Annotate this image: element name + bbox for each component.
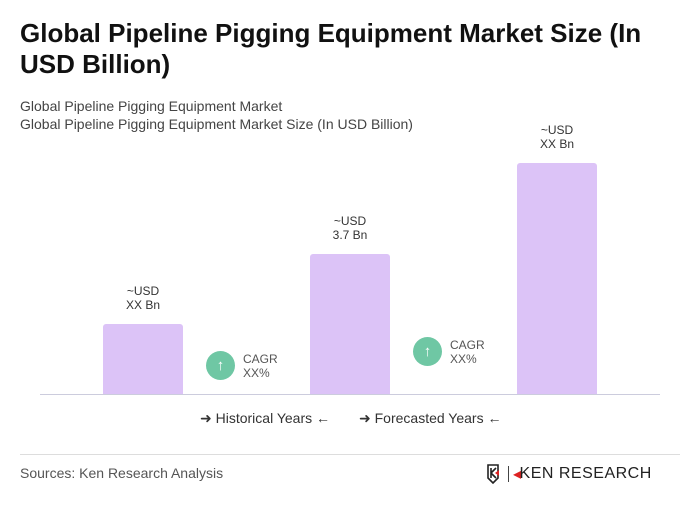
- data-label-line: ~USD: [126, 284, 160, 298]
- subtitle: Global Pipeline Pigging Equipment Market: [20, 98, 283, 114]
- data-label-line: XX Bn: [539, 137, 575, 152]
- data-label: ~USD XX Bn: [507, 123, 607, 151]
- x-axis: [40, 394, 660, 395]
- data-label-line: XX Bn: [125, 298, 161, 312]
- legend-historical: ➜ Historical Years ←: [200, 410, 331, 426]
- sources: Sources: Ken Research Analysis: [20, 465, 224, 481]
- logo-mark-icon: [487, 464, 499, 484]
- data-label: ~USD 3.7 Bn: [300, 214, 400, 242]
- cagr-label: CAGR: [243, 351, 278, 366]
- ken-research-logo: ◂ KEN RESEARCH: [486, 464, 652, 484]
- data-label-line: ~USD: [333, 214, 367, 228]
- bar: [517, 163, 597, 394]
- cagr-badge-1: ↑ CAGR XX%: [206, 351, 278, 380]
- data-label-line: 3.7 Bn: [332, 228, 368, 242]
- cagr-value: XX%: [450, 351, 477, 366]
- bar: [103, 324, 183, 394]
- legend-forecasted: ➜ Forecasted Years ←: [359, 410, 502, 426]
- cagr-badge-2: ↑ CAGR XX%: [413, 337, 485, 366]
- legend-label: Historical Years: [215, 410, 313, 426]
- legend-label: Forecasted Years: [374, 410, 484, 426]
- data-label: ~USD XX Bn: [93, 284, 193, 312]
- arrow-up-icon: ↑: [206, 351, 235, 380]
- bar: [310, 254, 390, 394]
- cagr-value: XX%: [243, 365, 270, 380]
- data-label-line: ~USD: [540, 123, 574, 138]
- arrow-up-icon: ↑: [413, 337, 442, 366]
- subtitle-2: Global Pipeline Pigging Equipment Market…: [20, 116, 413, 132]
- chart-title: Global Pipeline Pigging Equipment Market…: [20, 18, 642, 79]
- footer-divider: [20, 454, 680, 455]
- cagr-label: CAGR: [450, 337, 485, 352]
